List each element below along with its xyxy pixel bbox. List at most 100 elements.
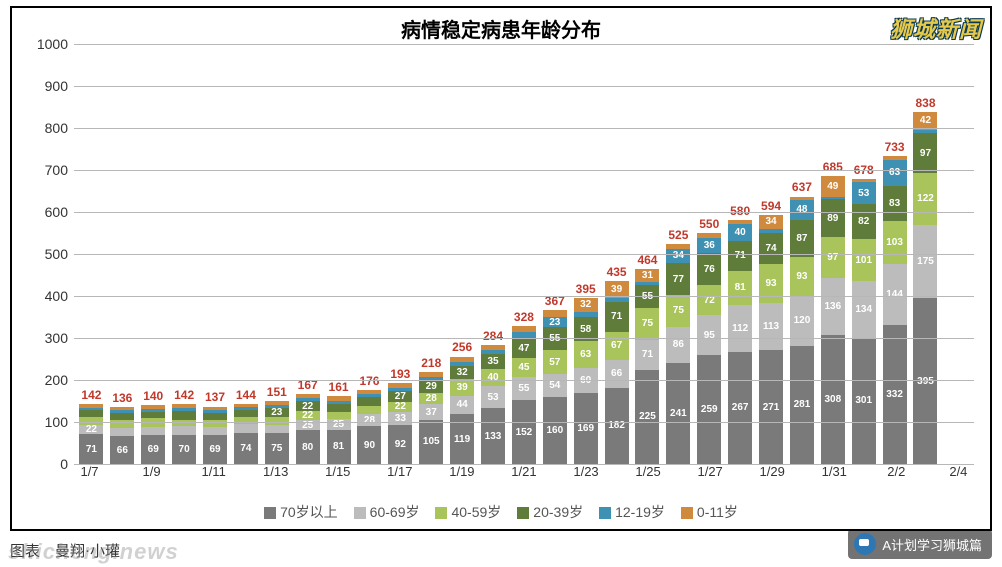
x-axis-label: 1/17: [384, 464, 415, 479]
x-axis-label: [664, 464, 695, 479]
bar-segment: 40: [481, 369, 505, 386]
bar-segment: 81: [327, 430, 351, 464]
bar-segment: 301: [852, 338, 876, 464]
bar-segment: 101: [852, 239, 876, 281]
grid-line: [74, 380, 974, 381]
bar-segment: 82: [852, 204, 876, 238]
wechat-icon: [854, 533, 876, 555]
bar-segment: 144: [883, 264, 907, 324]
grid-line: [74, 212, 974, 213]
bar-segment: 71: [728, 241, 752, 271]
bar-segment: 122: [913, 173, 937, 224]
bar-segment: 49: [821, 176, 845, 197]
bar-segment: 75: [265, 433, 289, 465]
bar-segment: 136: [821, 278, 845, 335]
bar-total-label: 464: [637, 253, 657, 267]
bar-segment: 225: [635, 370, 659, 465]
x-axis-label: 1/9: [136, 464, 167, 479]
bar-column: 119443932256: [450, 357, 474, 464]
x-axis-label: 1/25: [633, 464, 664, 479]
bar-total-label: 137: [205, 390, 225, 404]
bar-segment: 160: [543, 397, 567, 464]
bar-column: 267112817140580: [728, 220, 752, 464]
x-axis-label: 1/31: [819, 464, 850, 479]
x-axis: 1/71/91/111/131/151/171/191/211/231/251/…: [74, 464, 974, 479]
bar-segment: 22: [79, 425, 103, 434]
legend-label: 0-11岁: [697, 504, 738, 520]
legend-swatch: [354, 507, 366, 519]
bar-segment: 28: [357, 414, 381, 426]
bar-total-label: 140: [143, 389, 163, 403]
bar-segment: 71: [635, 340, 659, 370]
bar-segment: [172, 426, 196, 434]
grid-line: [74, 422, 974, 423]
bar-segment: 75: [635, 308, 659, 340]
bar-segment: 112: [728, 305, 752, 352]
bar-segment: 105: [419, 420, 443, 464]
bar-segment: 54: [543, 374, 567, 397]
bar-column: 69140: [141, 405, 165, 464]
bar-total-label: 161: [329, 380, 349, 394]
y-axis-label: 300: [28, 330, 68, 346]
bar-segment: 32: [574, 298, 598, 311]
x-axis-label: 1/21: [508, 464, 539, 479]
legend-item: 20-39岁: [517, 502, 583, 522]
plot-area: 7122142661366914070142691377414475231518…: [74, 44, 974, 464]
bar-total-label: 256: [452, 340, 472, 354]
bar-total-label: 176: [359, 374, 379, 388]
bar-segment: 76: [697, 253, 721, 285]
legend-label: 70岁以上: [280, 504, 338, 520]
bar-column: 74144: [234, 404, 258, 464]
x-axis-label: [788, 464, 819, 479]
bar-segment: [110, 428, 134, 436]
bar-total-label: 193: [390, 367, 410, 381]
bar-segment: 134: [852, 281, 876, 337]
bar-segment: 241: [666, 363, 690, 464]
bar-segment: 44: [450, 396, 474, 414]
grid-line: [74, 254, 974, 255]
legend-item: 70岁以上: [264, 502, 338, 522]
bar-column: 80252222167: [296, 394, 320, 464]
grid-line: [74, 86, 974, 87]
x-axis-label: 1/15: [322, 464, 353, 479]
bar-column: 271113937434594: [759, 215, 783, 464]
bar-segment: 332: [883, 325, 907, 464]
y-axis-label: 500: [28, 246, 68, 262]
bar-segment: 71: [79, 434, 103, 464]
x-axis-label: [477, 464, 508, 479]
bar-segment: 259: [697, 355, 721, 464]
legend-label: 20-39岁: [533, 504, 583, 520]
legend-item: 60-69岁: [354, 502, 420, 522]
y-axis-label: 600: [28, 204, 68, 220]
x-axis-label: [539, 464, 570, 479]
news-watermark: shicheng.news: [8, 539, 179, 565]
bar-column: 105372829218: [419, 372, 443, 464]
bar-segment: 47: [512, 338, 536, 358]
bar-segment: [543, 310, 567, 318]
bar-segment: 152: [512, 400, 536, 464]
bar-segment: 395: [913, 298, 937, 464]
bar-segment: [234, 410, 258, 418]
x-axis-label: 1/29: [757, 464, 788, 479]
grid-line: [74, 338, 974, 339]
legend-item: 0-11岁: [681, 502, 738, 522]
bar-segment: [357, 397, 381, 406]
bar-segment: [141, 427, 165, 435]
bar-segment: [203, 427, 227, 435]
bar-column: 66136: [110, 407, 134, 464]
bar-total-label: 685: [823, 160, 843, 174]
bar-total-label: 550: [699, 217, 719, 231]
x-axis-label: [291, 464, 322, 479]
bar-segment: 97: [913, 133, 937, 174]
bar-segment: 22: [296, 411, 320, 420]
bar-segment: [265, 417, 289, 424]
bar-column: 281120938748637: [790, 197, 814, 465]
bar-total-label: 395: [576, 282, 596, 296]
watermark-lioncity: 狮城新闻: [890, 12, 982, 44]
bar-segment: 133: [481, 408, 505, 464]
bar-total-label: 142: [174, 388, 194, 402]
bar-column: 22571755531464: [635, 269, 659, 464]
bar-segment: 103: [883, 221, 907, 264]
bar-segment: 31: [635, 269, 659, 282]
x-axis-label: [912, 464, 943, 479]
